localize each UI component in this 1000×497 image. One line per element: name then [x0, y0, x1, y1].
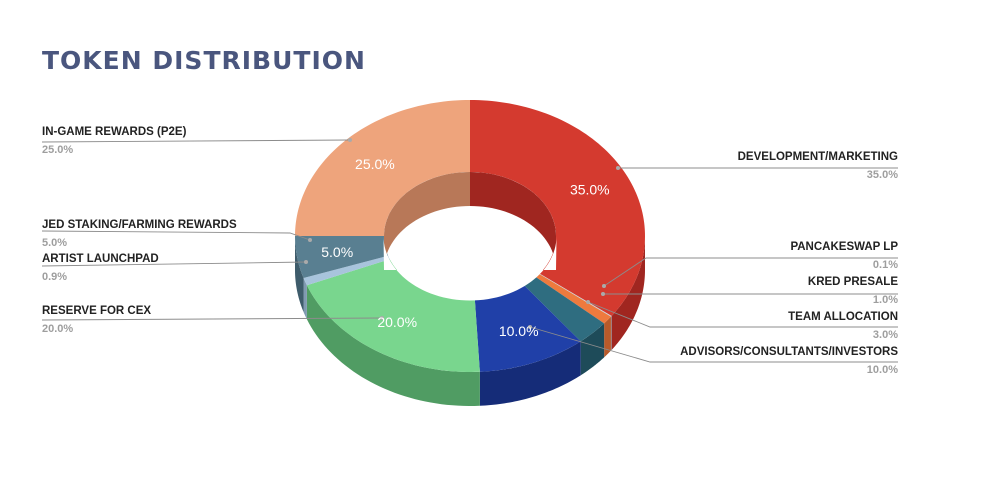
label-advisors-consultants-investors: ADVISORS/CONSULTANTS/INVESTORS — [680, 346, 898, 358]
donut-hole-front — [383, 236, 557, 301]
label-kred-presale: KRED PRESALE — [808, 276, 898, 288]
label-jed-staking-farming-rewards: JED STAKING/FARMING REWARDS — [42, 219, 237, 231]
slice-value-in-game-rewards-p2e: 25.0% — [355, 156, 395, 172]
slice-artist-launchpad — [303, 255, 390, 286]
slice-side-advisors-consultants-investors — [479, 341, 581, 406]
label-pancakeswap-lp: PANCAKESWAP LP — [790, 241, 898, 253]
slice-inner-wall-in-game-rewards-p2e — [384, 172, 470, 270]
leader-dot-pancakeswap-lp — [602, 284, 606, 288]
label-development-marketing: DEVELOPMENT/MARKETING — [738, 151, 898, 163]
slice-value-reserve-for-cex: 20.0% — [377, 314, 417, 330]
leader-line-advisors-consultants-investors — [529, 326, 898, 363]
leader-line-reserve-for-cex — [41, 317, 383, 321]
slice-pancakeswap-lp — [539, 273, 612, 317]
slice-side-development-marketing — [611, 236, 645, 350]
slice-side-team-allocation — [580, 323, 605, 376]
leader-line-in-game-rewards-p2e — [41, 139, 351, 143]
slice-jed-staking-farming-rewards — [295, 236, 389, 279]
leader-line-jed-staking-farming-rewards — [41, 230, 311, 241]
value-team-allocation: 3.0% — [873, 329, 898, 341]
slice-side-artist-launchpad — [303, 278, 307, 320]
label-artist-launchpad: ARTIST LAUNCHPAD — [42, 253, 159, 265]
slice-value-advisors-consultants-investors: 10.0% — [499, 323, 539, 339]
label-reserve-for-cex: RESERVE FOR CEX — [42, 305, 151, 317]
label-in-game-rewards-p2e: IN-GAME REWARDS (P2E) — [42, 126, 187, 138]
slice-side-kred-presale — [604, 316, 611, 358]
value-advisors-consultants-investors: 10.0% — [867, 364, 898, 376]
slice-value-development-marketing: 35.0% — [570, 182, 610, 198]
leader-dot-team-allocation — [586, 300, 590, 304]
leader-line-team-allocation — [587, 301, 898, 328]
label-team-allocation: TEAM ALLOCATION — [788, 311, 898, 323]
leader-line-pancakeswap-lp — [603, 257, 898, 287]
leader-dot-jed-staking-farming-rewards — [308, 238, 312, 242]
donut-tops — [295, 100, 645, 372]
slice-kred-presale — [535, 273, 611, 324]
donut-sides — [295, 236, 645, 406]
chart-title: TOKEN DISTRIBUTION — [42, 46, 366, 75]
value-development-marketing: 35.0% — [867, 169, 898, 181]
slice-inner-wall-development-marketing — [470, 172, 556, 270]
leader-line-artist-launchpad — [41, 261, 307, 267]
leader-dot-in-game-rewards-p2e — [348, 138, 352, 142]
value-artist-launchpad: 0.9% — [42, 271, 67, 283]
slice-value-jed-staking-farming-rewards: 5.0% — [321, 244, 353, 260]
value-in-game-rewards-p2e: 25.0% — [42, 144, 73, 156]
leader-dot-development-marketing — [616, 166, 620, 170]
slice-side-jed-staking-farming-rewards — [295, 236, 304, 313]
slice-team-allocation — [524, 277, 605, 342]
leader-dot-reserve-for-cex — [380, 316, 384, 320]
value-kred-presale: 1.0% — [873, 294, 898, 306]
value-pancakeswap-lp: 0.1% — [873, 259, 898, 271]
leader-dot-artist-launchpad — [304, 260, 308, 264]
slice-development-marketing — [470, 100, 645, 316]
slice-side-pancakeswap-lp — [610, 315, 612, 351]
leader-dot-advisors-consultants-investors — [528, 325, 532, 329]
slice-reserve-for-cex — [306, 259, 480, 372]
value-jed-staking-farming-rewards: 5.0% — [42, 237, 67, 249]
donut-hole — [383, 172, 557, 301]
slice-advisors-consultants-investors — [474, 285, 581, 372]
leader-lines — [41, 138, 898, 363]
slice-side-reserve-for-cex — [306, 285, 480, 406]
leader-dot-kred-presale — [601, 292, 605, 296]
slice-labels: DEVELOPMENT/MARKETING 35.0% PANCAKESWAP LP… — [42, 126, 898, 376]
slice-in-game-rewards-p2e — [295, 100, 470, 236]
value-reserve-for-cex: 20.0% — [42, 323, 73, 335]
